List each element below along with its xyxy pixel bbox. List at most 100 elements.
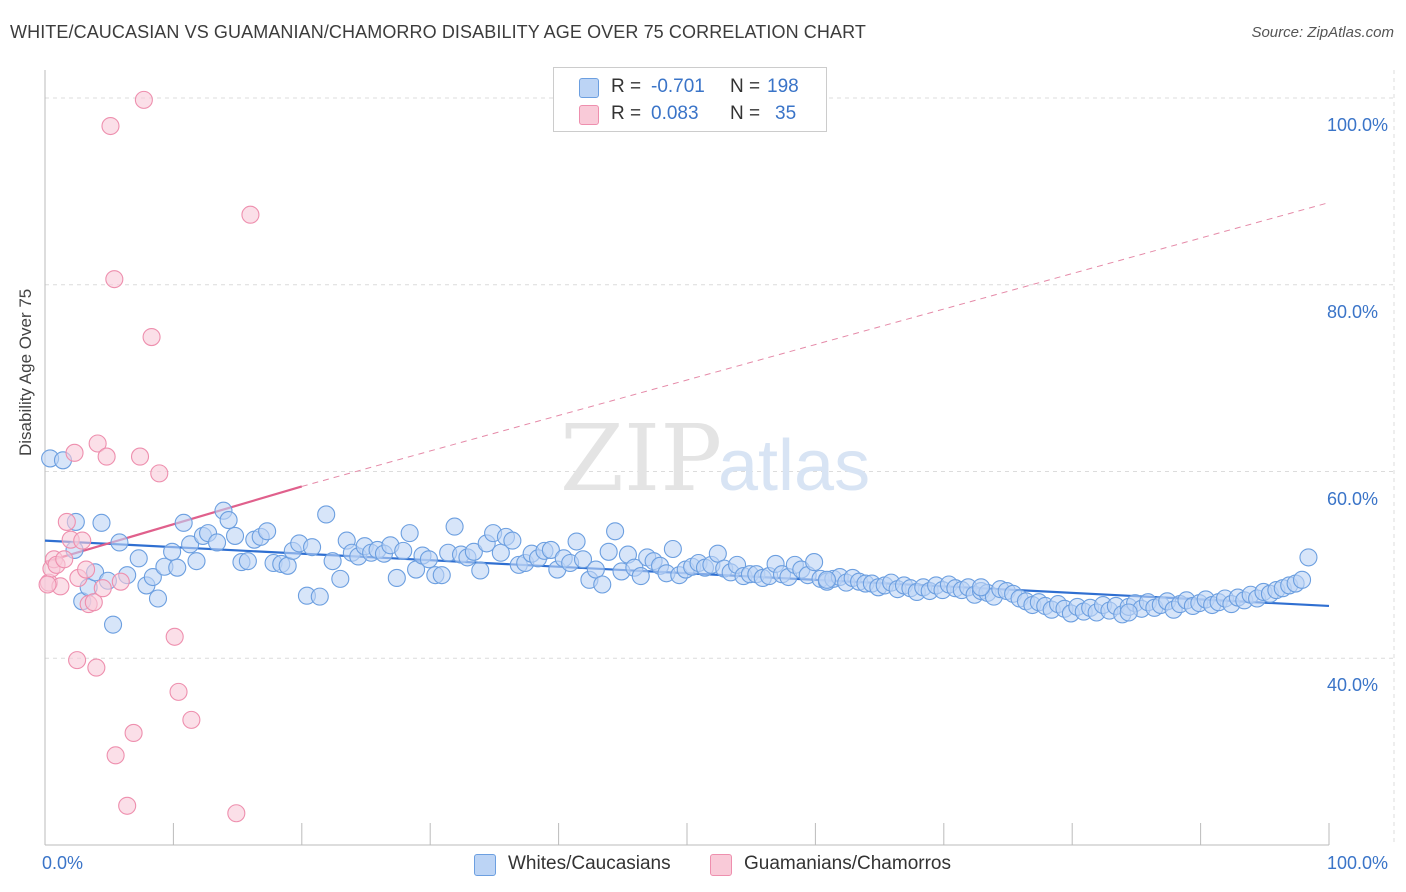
bottom-legend-swatch-blue: [474, 854, 496, 876]
data-points: [38, 90, 1318, 823]
point-whites: [258, 522, 277, 541]
point-guamanians: [150, 464, 169, 483]
point-whites: [445, 517, 464, 536]
point-whites: [92, 513, 111, 532]
point-whites: [110, 533, 129, 552]
x-tick-0: 0.0%: [42, 853, 84, 873]
correlation-legend: R = -0.701 N = 198 R = 0.083 N = 35: [553, 67, 827, 132]
point-guamanians: [57, 512, 76, 531]
point-guamanians: [118, 796, 137, 815]
point-guamanians: [55, 550, 74, 569]
point-guamanians: [88, 434, 107, 453]
watermark: ZIP atlas: [560, 405, 870, 512]
point-whites: [219, 511, 238, 530]
bottom-legend-label: Whites/Caucasians: [508, 853, 671, 874]
point-whites: [663, 539, 682, 559]
point-whites: [1299, 548, 1318, 567]
point-whites: [148, 589, 168, 608]
x-tick-100: 100.0%: [1327, 853, 1389, 873]
point-whites: [631, 567, 650, 586]
point-whites: [567, 532, 586, 551]
point-whites: [129, 549, 148, 568]
point-whites: [208, 533, 227, 552]
point-whites: [238, 552, 257, 571]
point-whites: [143, 567, 162, 587]
point-guamanians: [142, 327, 161, 347]
legend-swatch-blue: [579, 78, 599, 98]
point-whites: [464, 542, 483, 561]
chart-title: WHITE/CAUCASIAN VS GUAMANIAN/CHAMORRO DI…: [10, 22, 866, 42]
point-guamanians: [111, 572, 130, 591]
point-guamanians: [101, 116, 120, 136]
point-whites: [503, 531, 522, 550]
point-guamanians: [106, 746, 125, 765]
point-whites: [331, 569, 350, 588]
point-whites: [187, 552, 206, 571]
trend-line-guamanians-dashed: [301, 202, 1330, 487]
legend-n-label: N =: [730, 103, 761, 124]
y-tick-40: 40.0%: [1327, 675, 1379, 696]
point-guamanians: [68, 651, 87, 670]
point-guamanians: [130, 447, 150, 466]
legend-r-value: 0.083: [651, 103, 699, 124]
point-whites: [168, 558, 187, 577]
legend-swatch-pink: [579, 105, 599, 125]
watermark-atlas: atlas: [718, 426, 870, 506]
point-whites: [1119, 603, 1138, 622]
legend-row-whites: R = -0.701 N = 198: [554, 74, 826, 100]
point-whites: [432, 566, 451, 585]
point-guamanians: [93, 579, 112, 598]
point-guamanians: [182, 710, 201, 729]
point-whites: [1292, 570, 1312, 589]
watermark-zip: ZIP: [560, 405, 722, 512]
point-guamanians: [165, 627, 184, 646]
point-whites: [104, 615, 123, 634]
point-guamanians: [241, 205, 260, 224]
point-whites: [593, 575, 612, 594]
point-guamanians: [77, 560, 96, 579]
point-whites: [971, 578, 991, 597]
point-guamanians: [87, 658, 106, 677]
point-guamanians: [97, 447, 116, 466]
point-whites: [586, 560, 605, 579]
point-guamanians: [38, 575, 57, 594]
point-guamanians: [105, 270, 124, 289]
point-whites: [599, 542, 618, 561]
y-tick-60: 60.0%: [1327, 488, 1379, 509]
point-whites: [606, 522, 625, 541]
point-guamanians: [65, 443, 84, 462]
y-tick-100: 100.0%: [1327, 115, 1389, 135]
point-guamanians: [134, 90, 153, 109]
legend-n-label: N =: [730, 76, 761, 97]
legend-r-label: R =: [611, 76, 642, 97]
point-guamanians: [124, 723, 143, 743]
point-whites: [708, 544, 727, 563]
legend-n-value: 35: [775, 103, 797, 124]
point-whites: [817, 570, 837, 589]
legend-r-value: -0.701: [651, 76, 705, 97]
y-axis-label: Disability Age Over 75: [16, 288, 35, 456]
point-whites: [181, 535, 200, 554]
point-whites: [225, 526, 245, 545]
point-whites: [323, 552, 342, 571]
point-whites: [471, 561, 490, 580]
point-whites: [174, 513, 193, 532]
point-whites: [419, 550, 438, 569]
point-guamanians: [73, 531, 92, 550]
point-whites: [387, 568, 406, 588]
point-whites: [310, 587, 329, 606]
bottom-legend-label: Guamanians/Chamorros: [744, 853, 951, 874]
point-whites: [163, 542, 182, 561]
legend-n-value: 198: [767, 76, 799, 97]
point-guamanians: [84, 593, 103, 612]
point-whites: [394, 541, 413, 560]
y-tick-80: 80.0%: [1327, 301, 1379, 322]
point-whites: [805, 553, 824, 572]
point-whites: [317, 505, 336, 524]
axes: [44, 70, 1330, 846]
legend-row-guamanians: R = 0.083 N = 35: [554, 101, 826, 127]
trend-line-guamanians: [44, 485, 303, 564]
bottom-legend-swatch-pink: [710, 854, 732, 876]
point-whites: [303, 538, 322, 557]
